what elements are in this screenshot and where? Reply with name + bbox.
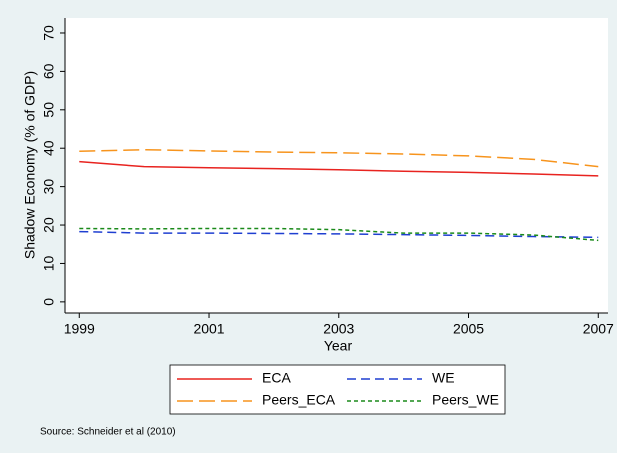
x-tick-label: 2005 <box>453 321 484 337</box>
legend-label: Peers_ECA <box>262 392 336 408</box>
source-note: Source: Schneider et al (2010) <box>40 427 176 438</box>
legend-label: Peers_WE <box>432 392 499 408</box>
x-tick-label: 1999 <box>64 321 95 337</box>
y-tick-label: 20 <box>41 217 57 233</box>
y-tick-label: 70 <box>41 25 57 41</box>
x-axis-title: Year <box>324 338 353 354</box>
x-tick-label: 2003 <box>323 321 354 337</box>
x-tick-label: 2001 <box>193 321 224 337</box>
series-line <box>79 149 599 168</box>
legend-box <box>169 364 506 415</box>
plot-area <box>65 18 608 313</box>
y-tick-label: 50 <box>41 102 57 118</box>
y-tick-label: 10 <box>41 255 57 271</box>
y-tick-label: 40 <box>41 140 57 156</box>
series-line <box>79 227 599 242</box>
y-tick-label: 60 <box>41 63 57 79</box>
y-tick-label: 30 <box>41 179 57 195</box>
series-line <box>79 160 599 177</box>
legend-label: ECA <box>262 370 291 386</box>
x-tick-label: 2007 <box>583 321 614 337</box>
series-line <box>79 230 599 239</box>
y-tick-label: 0 <box>41 298 57 306</box>
y-axis-title: Shadow Economy (% of GDP) <box>22 71 38 259</box>
legend-label: WE <box>432 370 455 386</box>
